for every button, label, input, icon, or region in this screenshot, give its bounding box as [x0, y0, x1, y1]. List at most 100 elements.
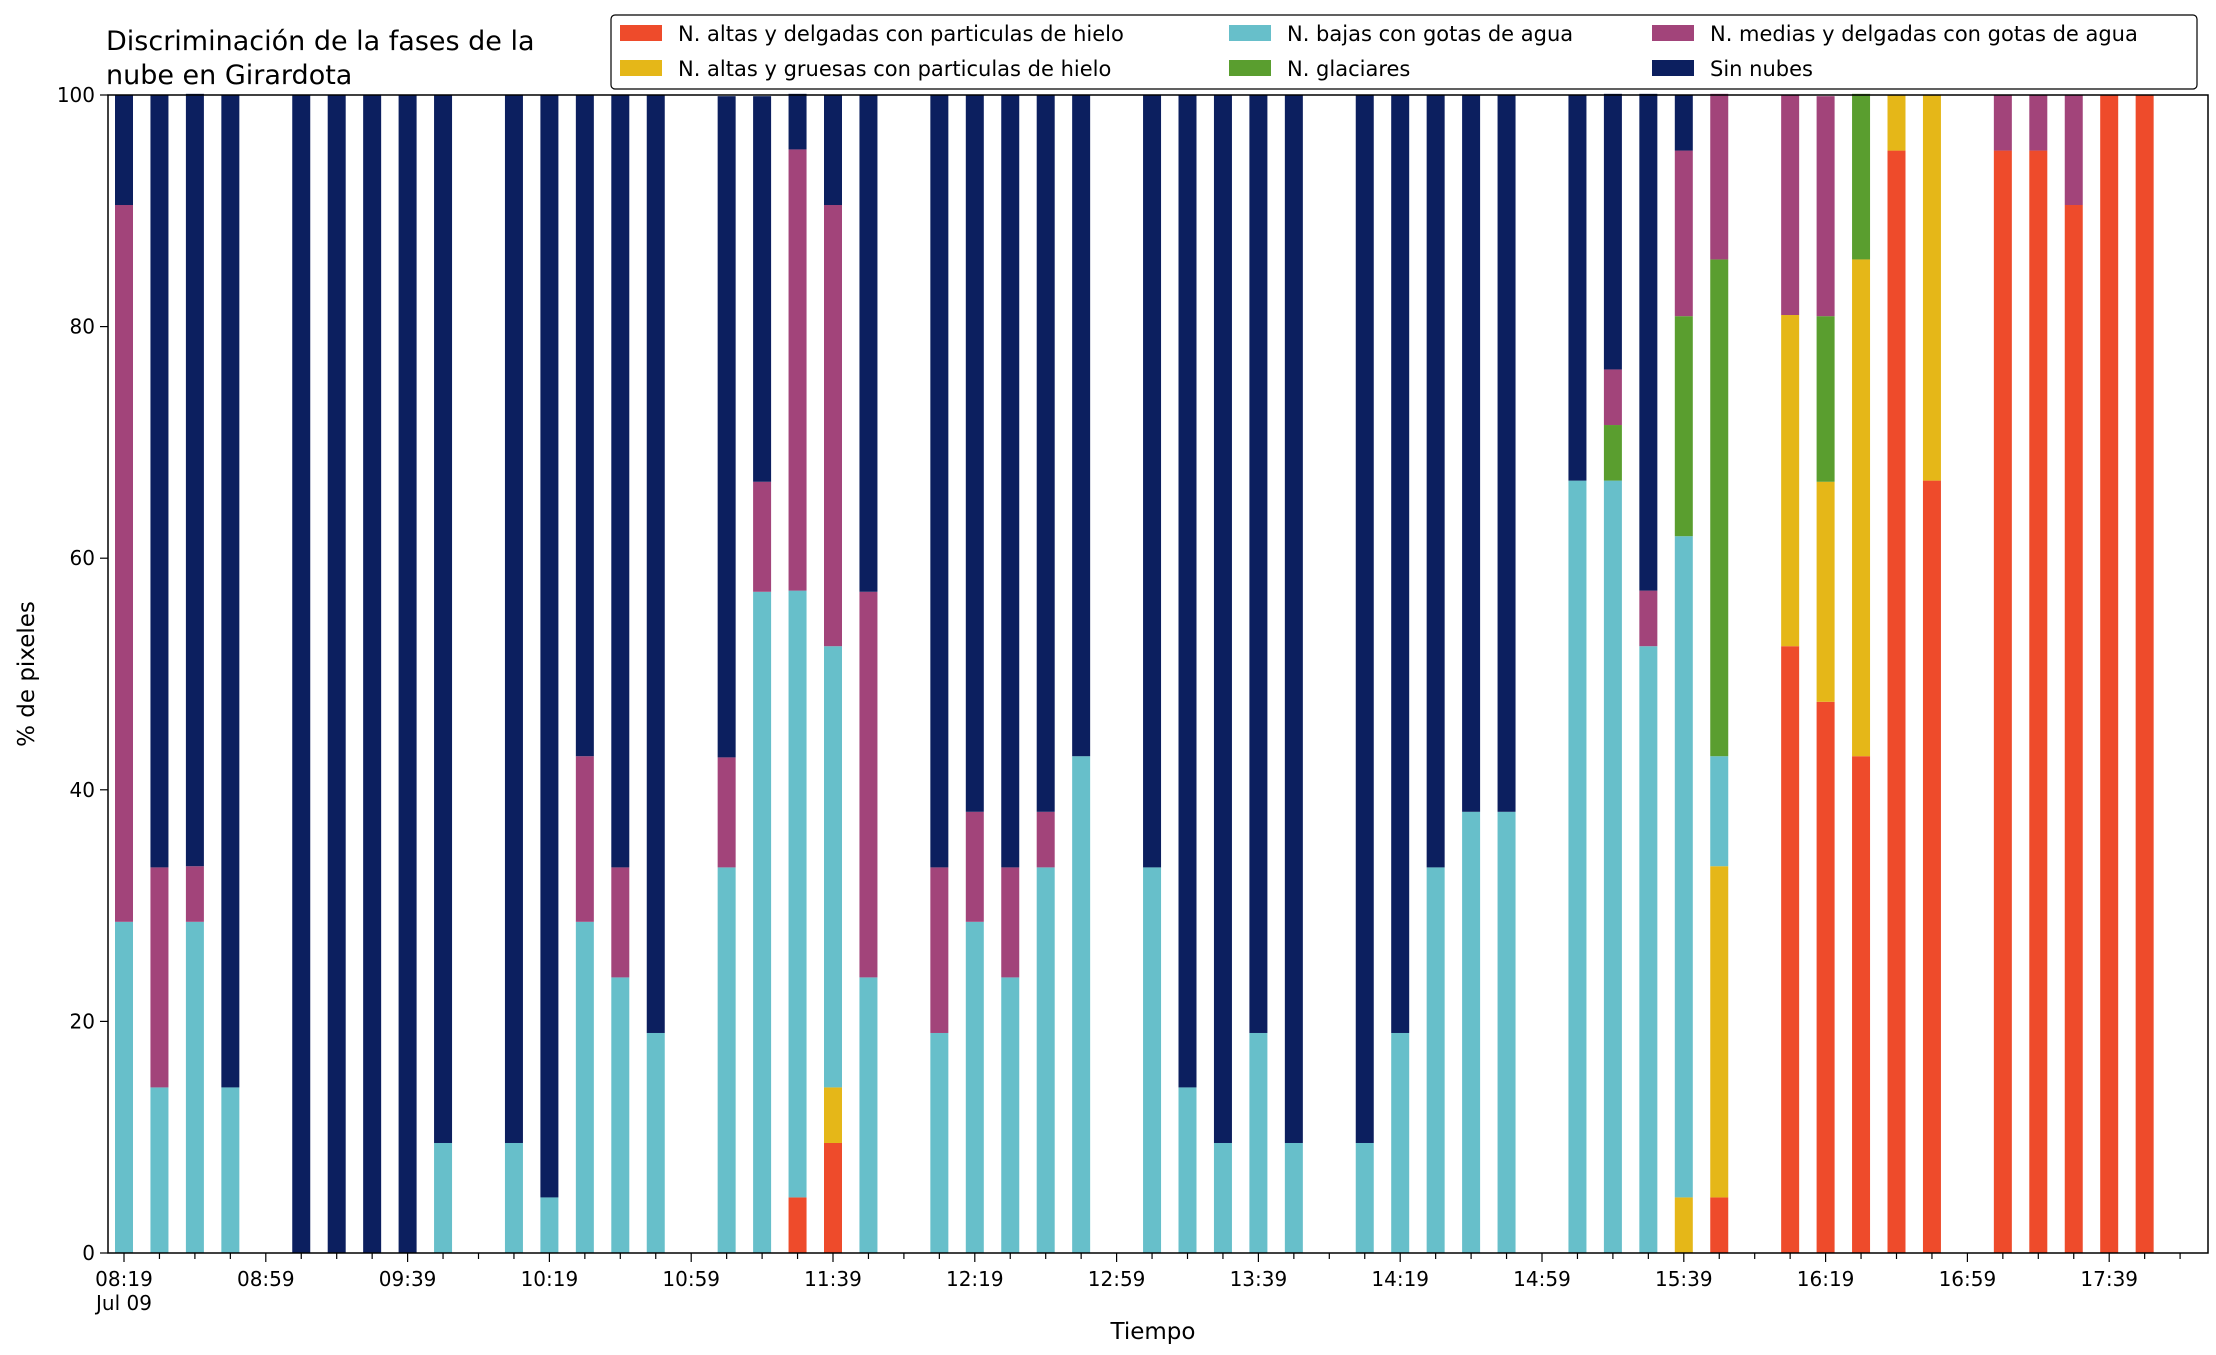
bar-segment-1409-s2 [1355, 1142, 1374, 1253]
y-ticks-layer: 0 20 40 60 80 100 [57, 83, 108, 1265]
bar-segment-1309-s5 [1143, 95, 1162, 868]
bar-segment-1239-s5 [1036, 95, 1055, 812]
bar-segment-1539-s3 [1674, 316, 1693, 537]
bar-segment-1329-s5 [1213, 95, 1232, 1143]
x-tick-label: 17:39 [2080, 1267, 2138, 1291]
bar-segment-1709-s0 [1993, 150, 2012, 1254]
chart-title-line-1: Discriminación de la fases de la [106, 26, 535, 57]
legend-label: N. medias y delgadas con gotas de agua [1710, 22, 2138, 46]
bar-segment-0819-s4 [115, 205, 133, 922]
bar-segment-0919-s5 [327, 95, 346, 1253]
bar-segment-1139-s5 [824, 95, 842, 206]
y-tick-label: 40 [70, 778, 95, 802]
bar-segment-1619-s3 [1816, 316, 1835, 482]
bar-segment-1219-s2 [965, 921, 984, 1253]
y-tick-label: 80 [70, 315, 95, 339]
bar-segment-1149-s4 [859, 591, 878, 978]
bar-segment-0829-s4 [150, 867, 169, 1088]
legend-label: N. bajas con gotas de agua [1287, 22, 1573, 46]
bar-segment-1229-s2 [1001, 977, 1020, 1253]
bar-segment-0949-s5 [434, 95, 453, 1143]
x-axis-label: Tiempo [1110, 1319, 1196, 1345]
bar-segment-1219-s4 [965, 811, 984, 922]
bar-segment-1719-s0 [2029, 150, 2048, 1254]
bar-segment-1639-s0 [1887, 150, 1906, 1254]
legend-label: N. altas y gruesas con particulas de hie… [678, 57, 1111, 81]
bar-segment-1149-s2 [859, 977, 878, 1253]
chart-title-line-2: nube en Girardota [106, 60, 352, 91]
bar-segment-1609-s0 [1781, 646, 1800, 1253]
bar-segment-1539-s2 [1674, 536, 1693, 1198]
bar-segment-1129-s4 [788, 149, 807, 591]
bar-segment-0909-s5 [292, 95, 311, 1253]
bar-segment-1519-s2 [1603, 480, 1622, 1253]
y-axis-label: % de pixeles [14, 601, 40, 747]
bar-segment-1109-s2 [717, 867, 736, 1253]
bar-segment-1509-s2 [1568, 480, 1587, 1253]
bar-segment-1139-s4 [824, 205, 842, 647]
bar-segment-1239-s4 [1036, 811, 1055, 868]
bar-segment-1039-s5 [611, 95, 630, 868]
bar-segment-1249-s5 [1072, 95, 1091, 757]
x-tick-label: 13:39 [1230, 1267, 1288, 1291]
bar-segment-1219-s5 [965, 95, 984, 812]
bar-segment-1319-s5 [1178, 95, 1197, 1088]
bar-segment-1709-s4 [1993, 95, 2012, 151]
bar-segment-1449-s5 [1497, 95, 1516, 812]
bar-segment-1249-s2 [1072, 756, 1091, 1253]
bar-segment-0829-s5 [150, 95, 169, 868]
bar-segment-1049-s2 [646, 1032, 665, 1253]
legend-swatch [1229, 25, 1271, 41]
x-tick-label: 16:19 [1797, 1267, 1855, 1291]
x-tick-label: 11:39 [804, 1267, 862, 1291]
bar-segment-1009-s5 [504, 95, 523, 1143]
bar-segment-1049-s5 [646, 95, 665, 1033]
bar-segment-1349-s2 [1284, 1142, 1303, 1253]
bar-segment-1129-s0 [788, 1197, 807, 1253]
x-tick-label: 08:59 [237, 1267, 295, 1291]
legend: N. altas y delgadas con particulas de hi… [610, 14, 2198, 90]
legend-swatch [620, 60, 662, 76]
bar-segment-1519-s3 [1603, 425, 1622, 481]
bar-segment-0939-s5 [398, 95, 417, 1253]
bar-segment-1629-s3 [1852, 93, 1871, 260]
bar-segment-1319-s2 [1178, 1087, 1197, 1253]
bar-segment-1649-s1 [1922, 95, 1941, 481]
bar-segment-0839-s2 [185, 921, 204, 1253]
legend-swatch [620, 25, 662, 41]
bar-segment-0849-s2 [221, 1087, 240, 1253]
bar-segment-1529-s4 [1639, 590, 1658, 647]
bar-segment-1649-s0 [1922, 480, 1941, 1253]
x-tick-label: 12:59 [1088, 1267, 1146, 1291]
bar-segment-1209-s4 [930, 867, 949, 1033]
bar-segment-1609-s4 [1781, 95, 1800, 316]
bar-segment-1119-s2 [753, 591, 772, 1253]
bar-segment-1209-s2 [930, 1032, 949, 1253]
x-date-label: Jul 09 [94, 1291, 152, 1315]
x-tick-label: 14:19 [1371, 1267, 1429, 1291]
bar-segment-1519-s5 [1603, 93, 1622, 370]
x-tick-label: 10:59 [662, 1267, 720, 1291]
x-tick-label: 16:59 [1939, 1267, 1997, 1291]
bar-segment-1119-s5 [753, 96, 772, 482]
bar-segment-1349-s5 [1284, 95, 1303, 1143]
bar-segment-1539-s5 [1674, 95, 1693, 151]
bar-segment-1549-s1 [1710, 866, 1729, 1198]
bar-segment-0839-s4 [185, 866, 204, 922]
bar-segment-1409-s5 [1355, 95, 1374, 1143]
bar-segment-1119-s4 [753, 481, 772, 592]
x-tick-label: 08:19 [95, 1267, 153, 1291]
bar-segment-1439-s2 [1462, 811, 1481, 1253]
bar-segment-1129-s2 [788, 590, 807, 1198]
bar-segment-1019-s2 [540, 1197, 559, 1253]
x-tick-label: 14:59 [1513, 1267, 1571, 1291]
bar-segment-1139-s2 [824, 646, 842, 1088]
legend-swatch [1229, 60, 1271, 76]
bar-segment-1129-s5 [788, 93, 807, 150]
bar-segment-1439-s5 [1462, 95, 1481, 812]
y-tick-label: 20 [70, 1009, 95, 1033]
bar-segment-1429-s5 [1426, 95, 1445, 868]
bar-segment-0849-s5 [221, 95, 240, 1088]
x-tick-label: 15:39 [1655, 1267, 1713, 1291]
